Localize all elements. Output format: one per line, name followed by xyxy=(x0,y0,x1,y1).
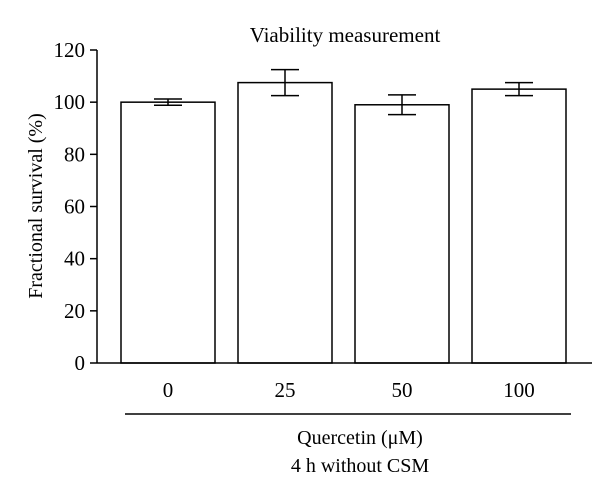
y-tick-label: 120 xyxy=(54,38,86,62)
chart-title: Viability measurement xyxy=(250,23,441,47)
y-axis-label: Fractional survival (%) xyxy=(25,113,47,299)
x-tick-label: 25 xyxy=(275,378,296,402)
y-tick-label: 80 xyxy=(64,142,85,166)
y-tick-label: 0 xyxy=(75,351,86,375)
x-tick-label: 100 xyxy=(503,378,535,402)
y-tick-label: 20 xyxy=(64,299,85,323)
x-axis-label-line-1: Quercetin (μM) xyxy=(297,427,423,449)
bars xyxy=(120,81,567,364)
x-tick-label: 0 xyxy=(163,378,174,402)
bar-50 xyxy=(354,104,450,364)
y-tick-label: 60 xyxy=(64,195,85,219)
x-tick-labels: 0 25 50 100 xyxy=(163,378,535,402)
x-axis-label-line-2: 4 h without CSM xyxy=(291,455,430,477)
error-bars xyxy=(154,68,533,116)
bar-25 xyxy=(237,81,333,364)
y-tick-label: 40 xyxy=(64,247,85,271)
x-tick-label: 50 xyxy=(392,378,413,402)
bar-0 xyxy=(120,101,216,364)
y-axis: 0 20 40 60 80 100 120 xyxy=(54,38,97,375)
bar-100 xyxy=(471,88,567,364)
y-tick-label: 100 xyxy=(54,90,86,114)
